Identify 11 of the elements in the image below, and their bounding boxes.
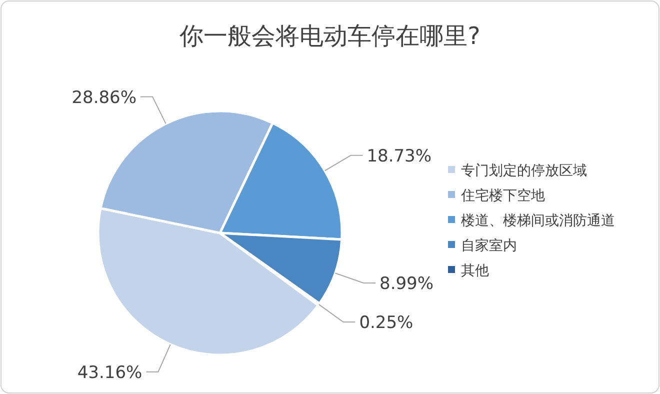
chart-title: 你一般会将电动车停在哪里? — [178, 22, 480, 50]
data-label: 0.25% — [359, 313, 414, 334]
data-label: 18.73% — [366, 146, 432, 166]
legend-label: 其他 — [461, 263, 489, 279]
data-label: 8.99% — [380, 274, 434, 294]
legend-label: 住宅楼下空地 — [460, 188, 545, 204]
data-label: 43.16% — [77, 362, 142, 383]
legend-label: 楼道、楼梯间或消防通道 — [461, 213, 615, 229]
data-label: 28.86% — [72, 88, 137, 108]
legend-label: 自家室内 — [461, 238, 517, 254]
legend-label: 专门划定的停放区域 — [461, 163, 587, 179]
